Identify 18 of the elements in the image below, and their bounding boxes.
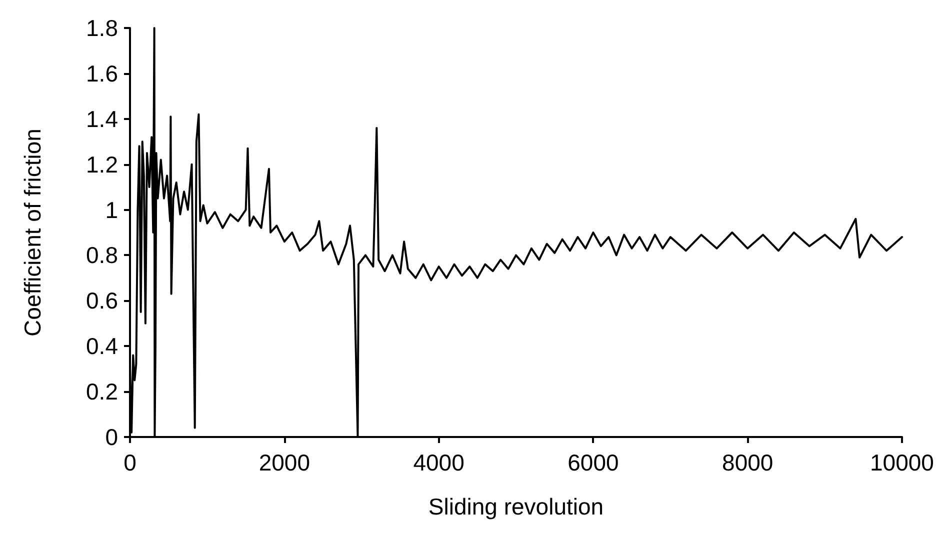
y-tick-label: 1.2	[86, 151, 118, 178]
x-tick-label: 2000	[258, 450, 310, 476]
x-tick-label: 8000	[722, 450, 774, 476]
y-tick-label: 0.4	[86, 333, 118, 360]
y-tick-label: 1.8	[86, 15, 118, 41]
x-axis-title: Sliding revolution	[428, 494, 604, 520]
y-tick-label: 1.4	[86, 106, 118, 132]
x-tick-label: 6000	[568, 450, 619, 476]
y-tick-label: 0.8	[86, 242, 118, 268]
x-tick-label: 0	[124, 450, 136, 476]
y-tick-label: 0.2	[86, 378, 118, 405]
y-tick-label: 1.6	[86, 60, 118, 86]
y-tick-label: 0	[105, 424, 118, 450]
y-tick-label: 0.6	[86, 288, 118, 314]
y-tick-label: 1	[105, 196, 118, 223]
y-axis-title: Coefficient of friction	[20, 128, 46, 336]
x-tick-label: 10000	[870, 450, 934, 476]
x-tick-label: 4000	[413, 450, 464, 476]
